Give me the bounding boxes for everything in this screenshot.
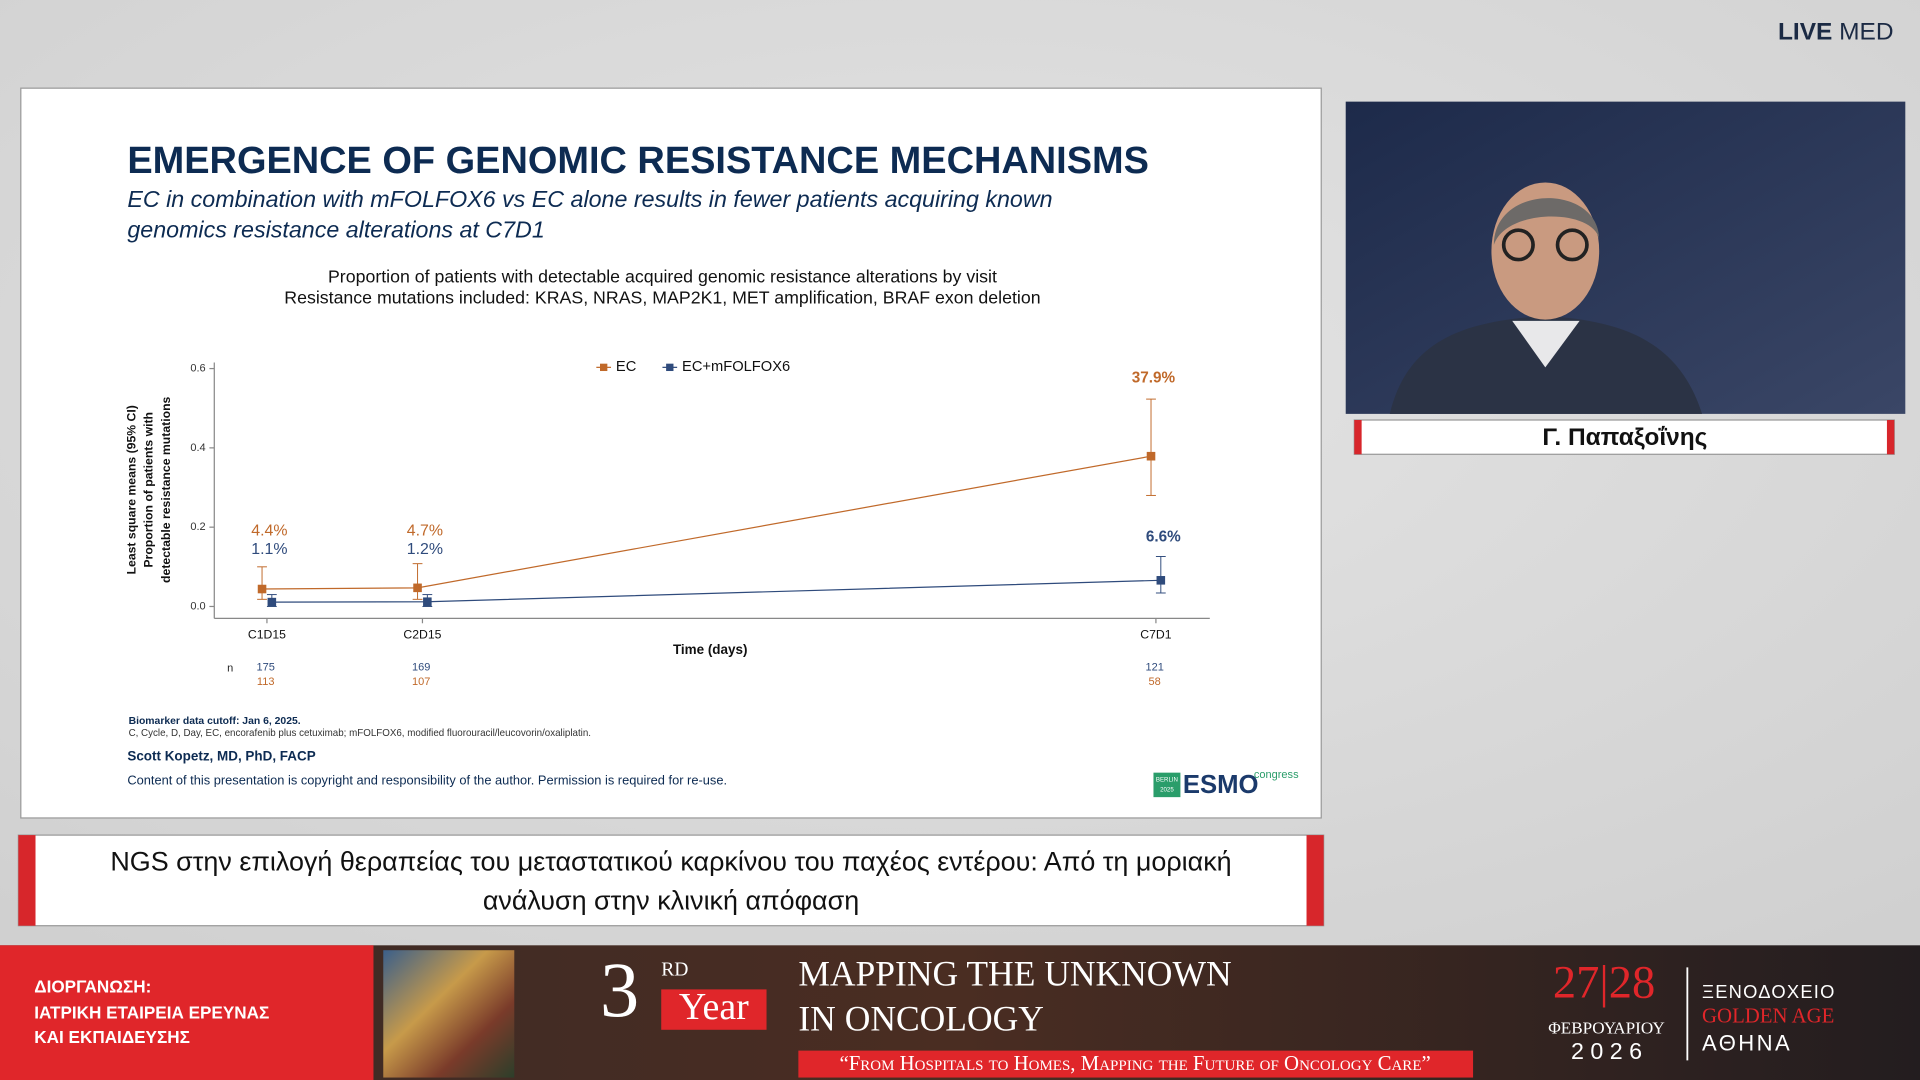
n-count: 121 bbox=[1145, 661, 1163, 673]
logo-light: MED bbox=[1839, 19, 1893, 46]
x-tick-label: C7D1 bbox=[1140, 628, 1171, 642]
n-count: 113 bbox=[257, 676, 275, 688]
venue: GOLDEN AGE bbox=[1702, 1003, 1834, 1027]
chart-title: Resistance mutations included: KRAS, NRA… bbox=[284, 287, 1040, 307]
esmo-logo: BERLIN 2025 ESMO congress bbox=[1153, 769, 1299, 799]
month: ΦΕΒΡΟΥΑΡΙΟΥ bbox=[1548, 1019, 1664, 1038]
logo-suffix: congress bbox=[1254, 769, 1299, 781]
dates: 27|28 bbox=[1553, 958, 1655, 1009]
n-count: 175 bbox=[257, 661, 275, 673]
event-title: MAPPING THE UNKNOWN bbox=[798, 953, 1231, 993]
point bbox=[423, 597, 432, 606]
caption-text: NGS στην επιλογή θεραπείας του μεταστατι… bbox=[110, 846, 1231, 876]
value-label: 6.6% bbox=[1146, 529, 1181, 546]
chart-title: Proportion of patients with detectable a… bbox=[328, 267, 997, 287]
edition-suffix: RD bbox=[661, 960, 688, 981]
speaker-name: Γ. Παπαξοΐνης bbox=[1542, 424, 1707, 451]
copyright: Content of this presentation is copyrigh… bbox=[127, 773, 727, 788]
n-count: 58 bbox=[1149, 676, 1161, 688]
n-count: 107 bbox=[412, 676, 430, 688]
tagline: “From Hospitals to Homes, Mapping the Fu… bbox=[839, 1051, 1430, 1075]
venue: ΞΕΝΟΔΟΧΕΙΟ bbox=[1702, 981, 1836, 1002]
n-label: n bbox=[227, 662, 233, 674]
y-tick-label: 0.6 bbox=[190, 362, 205, 374]
organizer: ΙΑΤΡΙΚΗ ΕΤΑΙΡΕΙΑ ΕΡΕΥΝΑΣ bbox=[34, 1002, 269, 1022]
slide-subtitle: EC in combination with mFOLFOX6 vs EC al… bbox=[127, 186, 1052, 212]
name-bar-accent bbox=[1354, 420, 1362, 455]
value-label: 37.9% bbox=[1132, 369, 1176, 386]
logo-city: BERLIN bbox=[1156, 777, 1178, 784]
legend-label: EC+mFOLFOX6 bbox=[682, 359, 790, 375]
livemed-logo: LIVE MED bbox=[1778, 19, 1894, 46]
slide-subtitle: genomics resistance alterations at C7D1 bbox=[127, 217, 544, 243]
speaker-figure bbox=[1389, 182, 1703, 414]
name-bar-accent bbox=[1886, 420, 1895, 455]
venue: ΑΘΗΝΑ bbox=[1702, 1030, 1792, 1055]
y-tick-label: 0.4 bbox=[190, 442, 205, 454]
y-axis-title: Least square means (95% CI) Proportion o… bbox=[124, 396, 172, 582]
logo-year: 2025 bbox=[1160, 786, 1174, 793]
value-label: 1.2% bbox=[407, 541, 443, 558]
y-tick-label: 0.2 bbox=[190, 521, 205, 533]
event-title: IN ONCOLOGY bbox=[798, 999, 1044, 1039]
name-bar bbox=[1353, 419, 1895, 455]
year: 2 0 2 6 bbox=[1571, 1038, 1642, 1064]
point bbox=[257, 584, 267, 594]
caption-accent bbox=[18, 835, 36, 926]
caption-text: ανάλυση στην κλινική απόφαση bbox=[483, 886, 859, 916]
x-tick-label: C1D15 bbox=[248, 628, 286, 642]
y-label: Least square means (95% CI) bbox=[124, 405, 138, 574]
y-label: detectable resistance mutations bbox=[159, 396, 173, 582]
edition-number: 3 bbox=[600, 946, 639, 1033]
x-axis-title: Time (days) bbox=[673, 642, 748, 657]
legend-label: EC bbox=[616, 359, 637, 375]
y-label: Proportion of patients with bbox=[142, 412, 156, 568]
author: Scott Kopetz, MD, PhD, FACP bbox=[127, 748, 315, 763]
point bbox=[1156, 576, 1166, 585]
organizer: ΔΙΟΡΓΑΝΩΣΗ: bbox=[34, 977, 151, 997]
legend-marker bbox=[666, 363, 674, 372]
footnote-bold: Biomarker data cutoff: Jan 6, 2025. bbox=[129, 716, 301, 727]
caption-accent bbox=[1306, 835, 1324, 926]
tagline-box bbox=[798, 1050, 1474, 1078]
footnote: C, Cycle, D, Day, EC, encorafenib plus c… bbox=[129, 728, 591, 739]
point bbox=[267, 597, 277, 607]
organizer-panel bbox=[0, 945, 374, 1080]
organizer: ΚΑΙ ΕΚΠΑΙΔΕΥΣΗΣ bbox=[34, 1027, 190, 1047]
logo-bold: LIVE bbox=[1778, 19, 1832, 46]
painting bbox=[383, 950, 515, 1078]
point bbox=[413, 583, 422, 593]
slide bbox=[20, 87, 1322, 819]
value-label: 4.4% bbox=[251, 523, 287, 540]
value-label: 1.1% bbox=[251, 541, 287, 558]
value-label: 4.7% bbox=[407, 523, 443, 540]
logo-box bbox=[1153, 772, 1181, 798]
edition-word: Year bbox=[679, 986, 749, 1028]
point bbox=[1146, 451, 1156, 461]
legend-marker bbox=[600, 363, 608, 372]
slide-title: EMERGENCE OF GENOMIC RESISTANCE MECHANIS… bbox=[127, 140, 1149, 182]
y-tick-label: 0.0 bbox=[190, 600, 205, 612]
edition-box bbox=[661, 989, 767, 1030]
n-count: 169 bbox=[412, 661, 430, 673]
x-tick-label: C2D15 bbox=[403, 628, 441, 642]
logo-name: ESMO bbox=[1183, 771, 1259, 799]
